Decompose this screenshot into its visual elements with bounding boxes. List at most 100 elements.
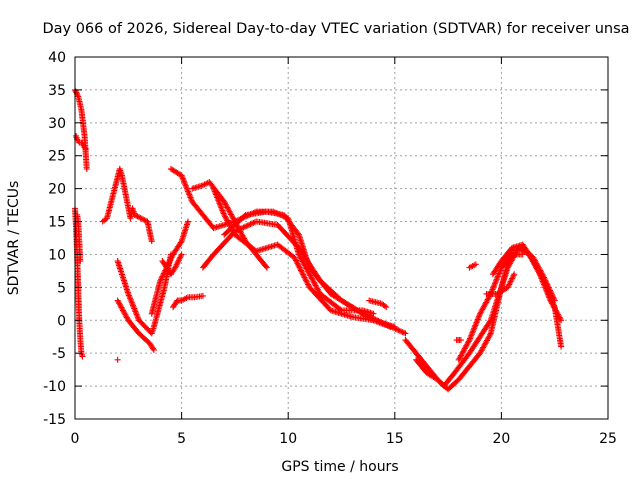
data-point (82, 146, 89, 153)
data-point (398, 328, 405, 335)
series-t20 (455, 251, 526, 363)
data-point (303, 278, 310, 285)
data-point (547, 288, 554, 295)
data-point (546, 286, 553, 293)
data-point (150, 345, 157, 352)
x-tick-label: 25 (599, 431, 617, 447)
series-t22 (489, 244, 558, 304)
data-point (178, 251, 185, 258)
series-t21 (483, 271, 518, 297)
data-point (541, 275, 548, 282)
data-point (545, 283, 552, 290)
data-point (295, 263, 302, 270)
data-point (297, 266, 304, 273)
data-point (291, 254, 298, 261)
y-tick-label: 40 (48, 50, 66, 66)
series-t16 (221, 208, 394, 330)
data-point (401, 329, 408, 336)
data-point (293, 258, 300, 265)
data-point (300, 271, 307, 278)
y-tick-label: -5 (52, 346, 66, 362)
grid-layer (75, 57, 608, 419)
data-point (83, 165, 90, 172)
data-point (241, 213, 248, 220)
x-tick-label: 10 (279, 431, 297, 447)
data-point (402, 330, 409, 337)
data-point (519, 251, 526, 258)
x-tick-label: 0 (71, 431, 80, 447)
data-point (246, 221, 253, 228)
data-point (486, 331, 493, 338)
data-point (511, 271, 518, 278)
data-point (241, 223, 248, 230)
data-point (383, 304, 390, 311)
data-point (233, 227, 240, 234)
data-point (395, 327, 402, 334)
y-axis-label: SDTVAR / TECUs (6, 181, 22, 296)
data-point (543, 280, 550, 287)
data-point (542, 277, 549, 284)
data-point (297, 267, 304, 274)
data-point (465, 338, 472, 345)
data-point (543, 278, 550, 285)
data-point (540, 273, 547, 280)
series-t9 (148, 218, 191, 317)
data-point (293, 257, 300, 264)
data-point (73, 89, 80, 96)
x-axis-label: GPS time / hours (281, 459, 398, 475)
data-point (472, 261, 479, 268)
x-tick-label: 15 (386, 431, 404, 447)
data-point (295, 261, 302, 268)
y-tick-label: 30 (48, 116, 66, 132)
data-point (302, 277, 309, 284)
data-point (263, 264, 270, 271)
data-point (248, 220, 255, 227)
data-point (74, 92, 81, 99)
data-point (148, 238, 155, 245)
data-point (549, 293, 556, 300)
series-t6 (114, 356, 121, 363)
data-point (545, 284, 552, 291)
data-point (300, 273, 307, 280)
data-point (541, 274, 548, 281)
data-point (72, 88, 79, 95)
data-point (114, 356, 121, 363)
data-point (199, 292, 206, 299)
y-tick-label: 35 (48, 83, 66, 99)
series-t5 (99, 165, 155, 245)
data-point (393, 326, 400, 333)
y-tick-label: 10 (48, 247, 66, 263)
data-point (558, 343, 565, 350)
data-point (369, 316, 376, 323)
data-point (392, 325, 399, 332)
data-point (396, 327, 403, 334)
y-tick-label: -10 (43, 379, 66, 395)
x-tick-label: 5 (177, 431, 186, 447)
series-t24 (453, 337, 464, 344)
data-point (457, 337, 464, 344)
series-t23 (466, 261, 479, 271)
series-t7 (114, 251, 174, 337)
data-point (302, 275, 309, 282)
data-point (551, 297, 558, 304)
data-point (370, 310, 377, 317)
y-tick-label: -15 (43, 412, 66, 428)
data-point (247, 221, 254, 228)
data-point (77, 258, 84, 265)
series-t10 (159, 251, 185, 278)
data-point (250, 219, 257, 226)
data-point (381, 303, 388, 310)
data-point (399, 329, 406, 336)
data-point (292, 256, 299, 263)
data-point (177, 239, 184, 246)
data-point (184, 218, 191, 225)
data-point (240, 224, 247, 231)
data-point (548, 290, 555, 297)
series-t8 (114, 297, 157, 353)
data-point (231, 228, 238, 235)
chart-title: Day 066 of 2026, Sidereal Day-to-day VTE… (42, 21, 629, 37)
data-point (237, 225, 244, 232)
x-tick-label: 20 (492, 431, 510, 447)
series-t11 (170, 292, 206, 311)
